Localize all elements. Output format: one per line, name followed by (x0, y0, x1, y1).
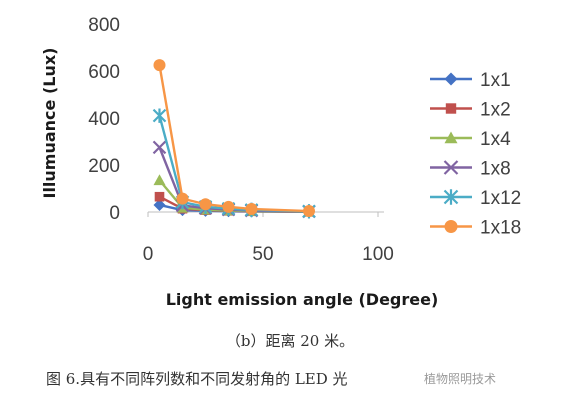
figure-caption: 图 6.具有不同阵列数和不同发射角的 LED 光 (46, 370, 348, 388)
data-point (176, 192, 189, 205)
legend-label: 1x12 (480, 188, 521, 209)
data-point (444, 131, 458, 144)
x-tick-label: 0 (143, 244, 154, 265)
x-axis-title: Light emission angle (Degree) (166, 290, 439, 309)
data-point (444, 72, 458, 86)
data-point (199, 198, 212, 211)
y-tick-label: 800 (88, 15, 120, 36)
legend-item: 1x2 (430, 100, 511, 121)
legend-label: 1x4 (480, 129, 511, 150)
data-point (445, 103, 457, 114)
legend-item: 1x12 (430, 188, 521, 209)
data-point (444, 220, 458, 233)
data-point (153, 59, 166, 72)
chart: 0 200 400 600 800 0 50 100 Illumuance (Lux) Li… (40, 15, 521, 309)
x-tick-label: 50 (252, 244, 273, 265)
y-axis-ticks: 0 200 400 600 800 (88, 15, 120, 224)
data-point (303, 205, 315, 218)
data-point (154, 191, 165, 202)
subfigure-caption: （b）距离 20 米。 (225, 332, 355, 350)
x-axis-ticks: 0 50 100 (143, 212, 394, 265)
x-tick-label: 100 (362, 244, 394, 265)
data-point (443, 160, 459, 175)
data-point (152, 140, 167, 155)
legend-item: 1x8 (430, 159, 511, 180)
legend-label: 1x18 (480, 218, 521, 239)
legend-label: 1x2 (480, 100, 511, 121)
legend-item: 1x18 (430, 218, 521, 239)
y-axis-title: Illumuance (Lux) (40, 48, 59, 199)
data-point (245, 202, 258, 215)
plot-series (152, 59, 316, 219)
data-point (443, 189, 459, 205)
data-point (153, 198, 166, 211)
legend-label: 1x1 (480, 70, 511, 91)
series-line (158, 64, 310, 213)
y-tick-label: 200 (88, 156, 120, 177)
legend-item: 1x4 (430, 129, 511, 150)
data-point (222, 200, 235, 213)
y-tick-label: 600 (88, 62, 120, 83)
y-tick-label: 400 (88, 109, 120, 130)
data-point (153, 174, 166, 186)
legend: 1x1 1x2 1x4 1x8 1x12 1x18 (430, 70, 521, 239)
series-1x18 (153, 59, 315, 218)
watermark: 植物照明技术 (424, 372, 497, 386)
legend-item: 1x1 (430, 70, 511, 91)
y-tick-label: 0 (109, 203, 120, 224)
data-point (152, 108, 167, 123)
legend-label: 1x8 (480, 159, 511, 180)
